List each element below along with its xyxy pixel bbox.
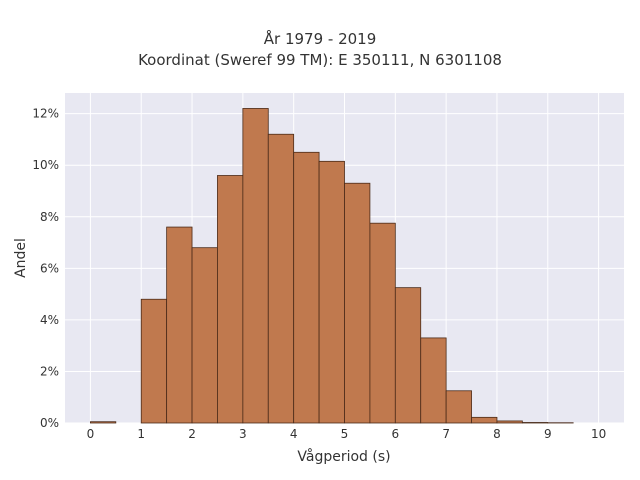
x-tick-label: 8 (493, 427, 501, 441)
histogram-bar-8 (318, 160, 345, 424)
x-tick-label: 7 (442, 427, 450, 441)
histogram-bar-10 (369, 222, 396, 424)
chart-subtitle: Koordinat (Sweref 99 TM): E 350111, N 63… (138, 51, 502, 69)
x-tick-label: 2 (188, 427, 196, 441)
histogram-bar-11 (394, 287, 422, 424)
x-tick-label: 0 (87, 427, 95, 441)
y-tick-label: 4% (40, 313, 59, 327)
x-tick-label: 4 (290, 427, 298, 441)
x-tick-label: 10 (591, 427, 606, 441)
histogram-bar-1 (140, 298, 168, 424)
chart-title: År 1979 - 2019 (263, 30, 377, 48)
histogram-bar-4 (217, 175, 244, 424)
histogram-bars (90, 108, 574, 424)
x-tick-label: 3 (239, 427, 247, 441)
x-tick-label: 6 (391, 427, 399, 441)
y-tick-label: 0% (40, 416, 59, 430)
x-axis-label: Vågperiod (s) (297, 448, 390, 465)
y-tick-label: 2% (40, 364, 59, 378)
histogram-bar-14 (471, 416, 498, 424)
histogram-bar-5 (242, 108, 269, 424)
histogram-bar-15 (496, 420, 523, 424)
y-tick-label: 12% (32, 107, 59, 121)
histogram-bar-3 (191, 247, 218, 424)
x-tick-label: 1 (137, 427, 145, 441)
y-axis-ticks: 0% 2% 4% 6% 8% 10% 12% (32, 107, 59, 430)
histogram-bar-2 (166, 226, 193, 424)
histogram-bar-13 (445, 390, 472, 424)
histogram-bar-7 (293, 151, 320, 424)
histogram-bar-0 (90, 421, 117, 424)
x-axis-ticks: 0 1 2 3 4 5 6 7 8 9 10 (87, 427, 607, 441)
histogram-bar-9 (344, 182, 371, 424)
y-axis-label: Andel (13, 238, 29, 278)
x-tick-label: 9 (544, 427, 552, 441)
histogram-bar-6 (267, 133, 295, 424)
y-tick-label: 10% (32, 158, 59, 172)
y-tick-label: 6% (40, 261, 59, 275)
histogram-bar-16 (521, 422, 549, 424)
histogram-bar-12 (420, 337, 447, 424)
y-tick-label: 8% (40, 210, 59, 224)
x-tick-label: 5 (341, 427, 349, 441)
